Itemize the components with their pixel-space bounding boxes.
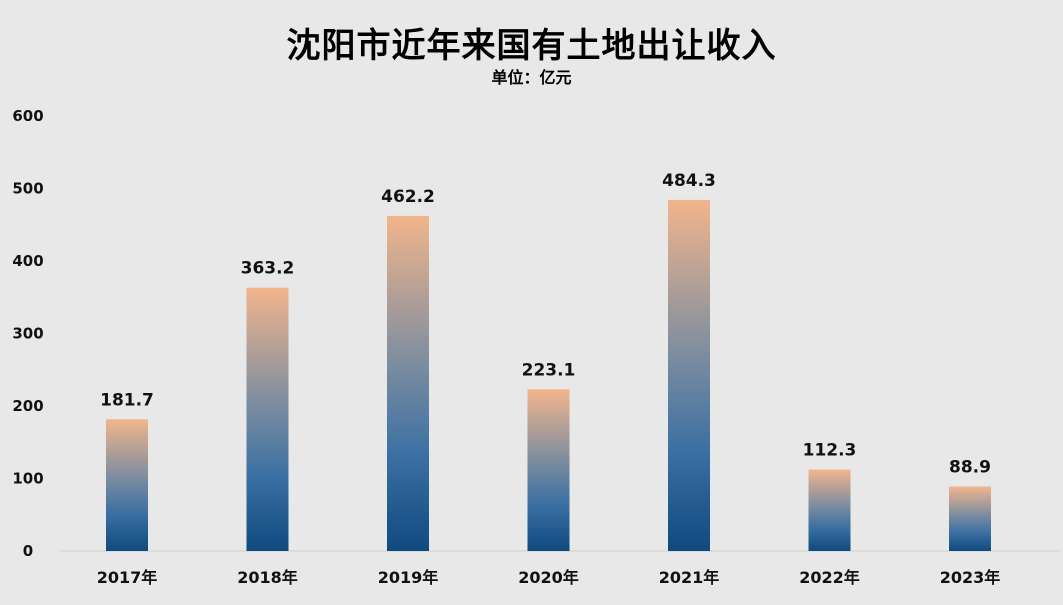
y-tick-label: 600 — [12, 107, 43, 125]
y-tick-label: 500 — [12, 180, 43, 198]
x-tick-label: 2018年 — [237, 568, 298, 587]
x-tick-label: 2020年 — [518, 568, 579, 587]
y-tick-label: 100 — [12, 470, 43, 488]
data-label: 88.9 — [949, 458, 991, 478]
data-label: 363.2 — [241, 259, 295, 279]
bar — [949, 486, 991, 551]
x-tick-label: 2019年 — [378, 568, 439, 587]
x-tick-label: 2017年 — [97, 568, 158, 587]
chart-subtitle: 单位：亿元 — [491, 68, 572, 87]
data-label: 112.3 — [803, 441, 857, 461]
bar — [808, 469, 851, 551]
y-tick-label: 400 — [12, 252, 43, 270]
chart-title: 沈阳市近年来国有土地出让收入 — [286, 26, 777, 66]
y-tick-label: 300 — [12, 325, 43, 343]
data-label: 181.7 — [100, 390, 154, 410]
x-tick-label: 2022年 — [799, 568, 860, 587]
bar — [106, 419, 148, 551]
bar — [527, 389, 570, 551]
bar — [387, 215, 429, 551]
data-label: 462.2 — [381, 187, 435, 207]
y-tick-label: 0 — [23, 542, 33, 560]
x-tick-label: 2021年 — [659, 568, 720, 587]
bar — [668, 199, 710, 551]
bar — [246, 287, 289, 551]
data-label: 223.1 — [522, 360, 576, 380]
x-tick-label: 2023年 — [940, 568, 1001, 587]
data-label: 484.3 — [662, 171, 716, 191]
y-tick-label: 200 — [12, 397, 43, 415]
